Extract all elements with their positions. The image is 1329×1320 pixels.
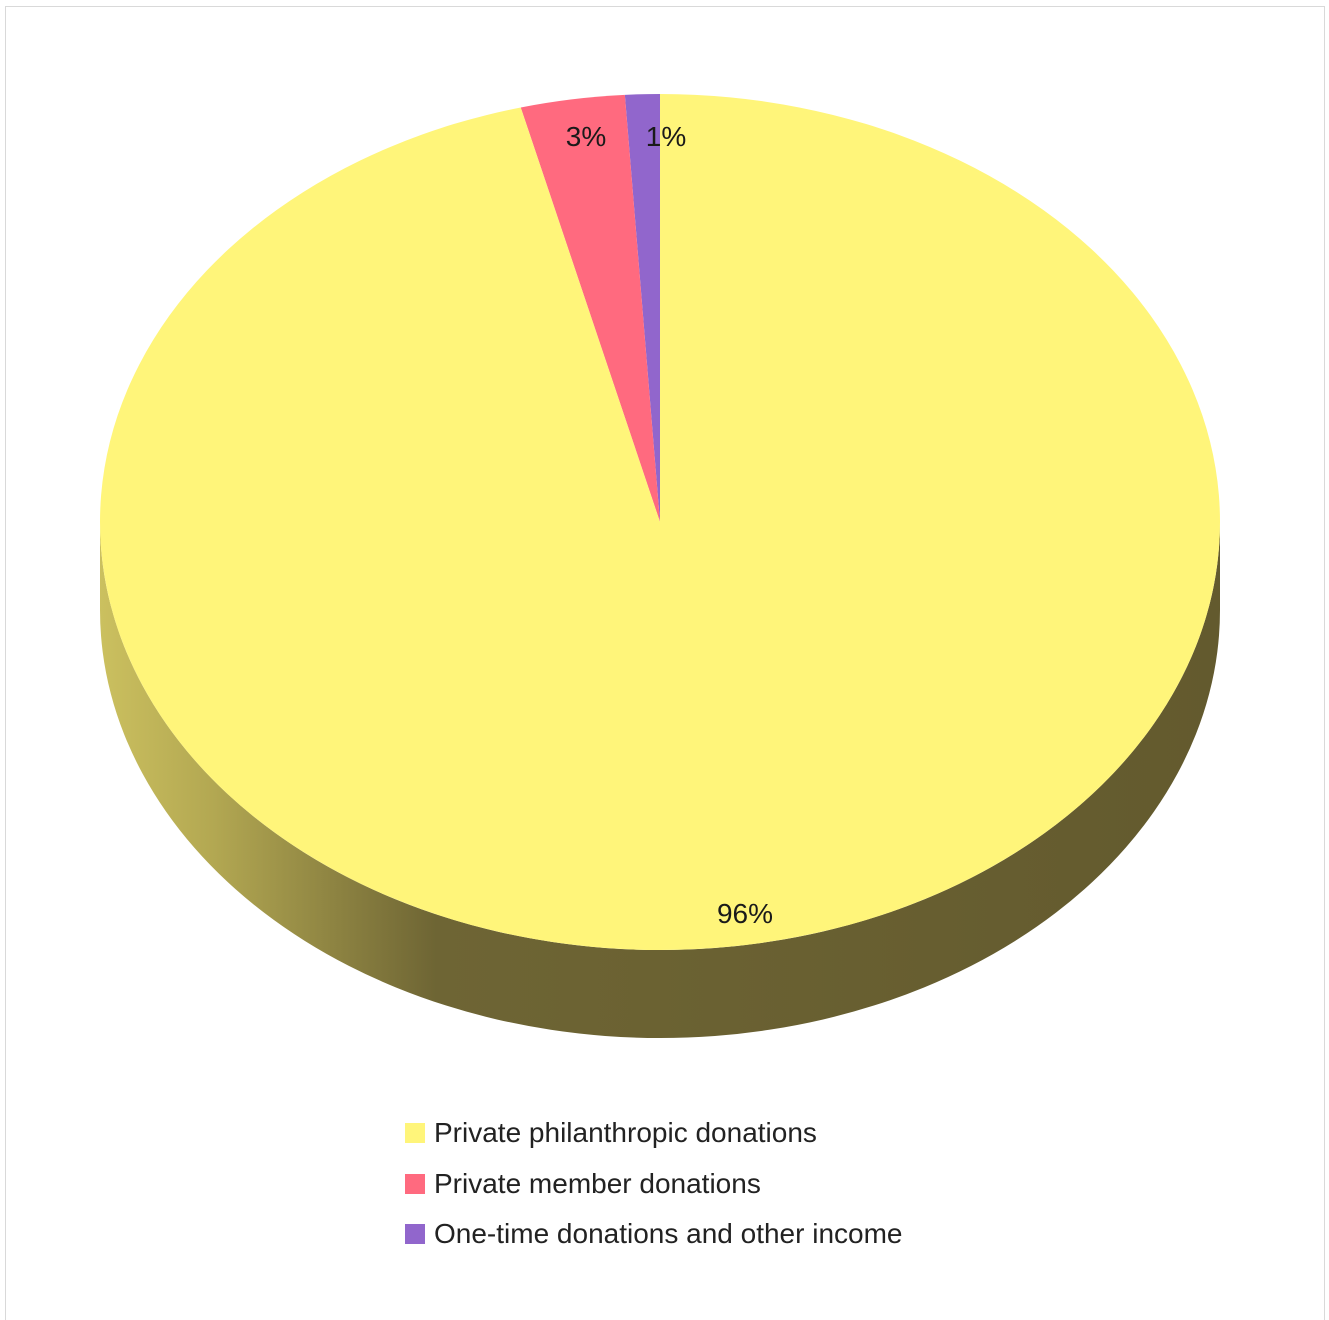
legend-swatch-private-philanthropic [405, 1123, 425, 1144]
legend-label-private-philanthropic: Private philanthropic donations [434, 1117, 817, 1149]
slice-one-time [624, 94, 660, 522]
pie-side-wall [100, 522, 1220, 1038]
legend: Private philanthropic donations Private … [405, 1108, 903, 1260]
legend-label-private-member: Private member donations [434, 1167, 761, 1199]
slice-label-private-member: 3% [566, 121, 606, 152]
legend-item-private-member: Private member donations [405, 1159, 903, 1210]
legend-swatch-private-member [405, 1173, 425, 1194]
slice-label-one-time: 1% [646, 121, 686, 152]
pie-chart: 1% 3% 96% [99, 94, 1220, 1038]
slice-label-private-philanthropic: 96% [717, 898, 773, 929]
legend-item-private-philanthropic: Private philanthropic donations [405, 1108, 903, 1159]
legend-label-one-time: One-time donations and other income [434, 1218, 903, 1250]
legend-item-one-time: One-time donations and other income [405, 1209, 903, 1260]
legend-swatch-one-time [405, 1224, 425, 1245]
slice-private-member [520, 94, 660, 523]
slice-private-philanthropic [99, 94, 1220, 951]
